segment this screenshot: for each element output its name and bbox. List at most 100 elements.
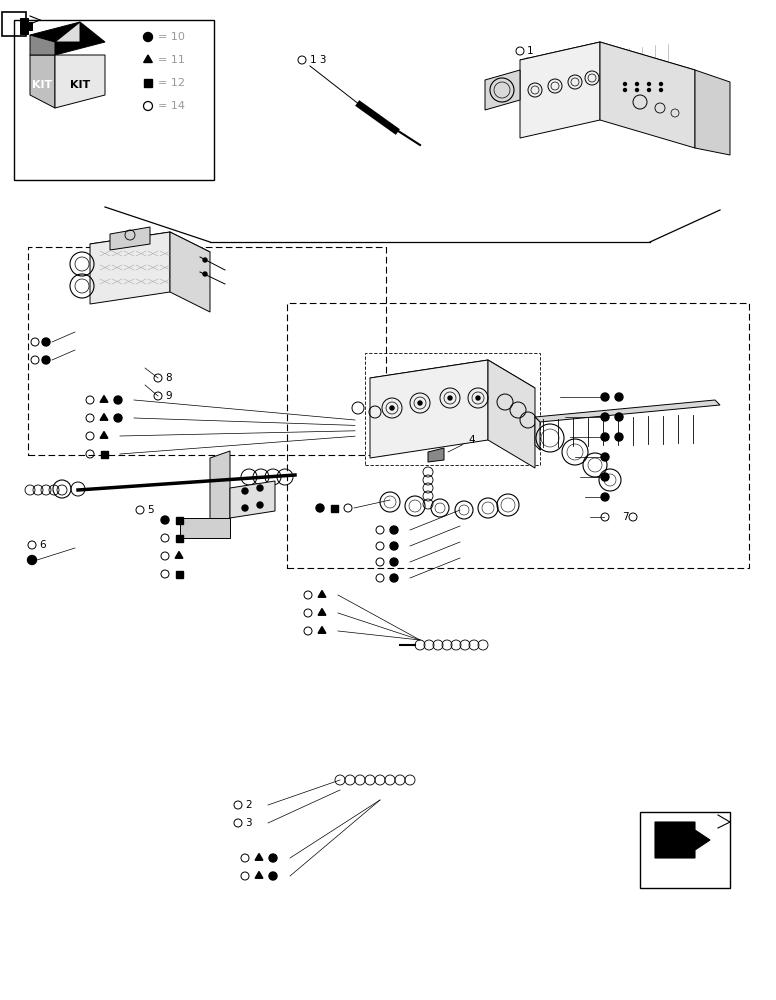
Circle shape xyxy=(448,396,452,400)
Polygon shape xyxy=(90,232,170,304)
Bar xyxy=(2,12,26,36)
Polygon shape xyxy=(370,360,488,458)
Circle shape xyxy=(390,526,398,534)
Polygon shape xyxy=(175,552,183,558)
Polygon shape xyxy=(318,608,326,615)
Text: = 12: = 12 xyxy=(158,78,185,88)
Text: 7: 7 xyxy=(622,512,629,522)
Text: KIT: KIT xyxy=(70,80,90,90)
Bar xyxy=(287,303,749,568)
Circle shape xyxy=(623,83,626,86)
Circle shape xyxy=(636,89,639,92)
Circle shape xyxy=(257,485,263,491)
Polygon shape xyxy=(110,227,150,250)
Circle shape xyxy=(647,83,650,86)
Circle shape xyxy=(203,272,207,276)
Polygon shape xyxy=(488,360,535,468)
Bar xyxy=(14,20,214,180)
Polygon shape xyxy=(30,55,55,108)
Bar xyxy=(365,353,540,465)
Circle shape xyxy=(203,258,207,262)
Polygon shape xyxy=(520,42,695,88)
Bar xyxy=(28,247,386,455)
Polygon shape xyxy=(55,55,105,108)
Circle shape xyxy=(636,83,639,86)
Circle shape xyxy=(390,558,398,566)
Text: 5: 5 xyxy=(147,505,154,515)
Circle shape xyxy=(601,433,609,441)
Circle shape xyxy=(161,516,169,524)
Text: = 14: = 14 xyxy=(158,101,185,111)
Circle shape xyxy=(615,413,623,421)
Circle shape xyxy=(242,505,248,511)
Text: 1: 1 xyxy=(527,46,534,56)
Polygon shape xyxy=(600,42,695,148)
Circle shape xyxy=(257,502,263,508)
Text: 4: 4 xyxy=(468,435,475,445)
Polygon shape xyxy=(520,42,600,138)
Circle shape xyxy=(269,854,277,862)
Polygon shape xyxy=(370,360,535,406)
Polygon shape xyxy=(55,22,80,42)
Text: 9: 9 xyxy=(165,391,171,401)
Circle shape xyxy=(269,872,277,880)
Circle shape xyxy=(27,556,36,564)
Bar xyxy=(175,570,182,578)
Circle shape xyxy=(615,433,623,441)
Circle shape xyxy=(601,413,609,421)
Text: = 10: = 10 xyxy=(158,32,185,42)
Circle shape xyxy=(114,396,122,404)
Circle shape xyxy=(647,89,650,92)
Bar xyxy=(175,534,182,542)
Polygon shape xyxy=(210,451,230,525)
Circle shape xyxy=(42,338,50,346)
Polygon shape xyxy=(485,70,520,110)
Polygon shape xyxy=(255,871,263,878)
Bar xyxy=(144,79,152,87)
Circle shape xyxy=(660,83,663,86)
Circle shape xyxy=(601,453,609,461)
Bar xyxy=(640,812,730,888)
Polygon shape xyxy=(535,417,540,450)
Polygon shape xyxy=(30,22,105,55)
Text: 1 3: 1 3 xyxy=(310,55,327,65)
Polygon shape xyxy=(170,232,210,312)
Circle shape xyxy=(316,504,324,512)
Circle shape xyxy=(390,406,394,410)
Polygon shape xyxy=(230,481,275,518)
Circle shape xyxy=(242,488,248,494)
Text: 2: 2 xyxy=(245,800,251,810)
Circle shape xyxy=(615,393,623,401)
Polygon shape xyxy=(695,70,730,155)
Text: 8: 8 xyxy=(165,373,171,383)
Bar xyxy=(101,450,108,458)
Circle shape xyxy=(144,32,153,41)
Polygon shape xyxy=(318,590,326,597)
Text: = 11: = 11 xyxy=(158,55,185,65)
Circle shape xyxy=(390,542,398,550)
Polygon shape xyxy=(100,414,108,420)
Text: KIT: KIT xyxy=(32,80,52,90)
Bar xyxy=(175,516,182,524)
Polygon shape xyxy=(535,400,720,422)
Polygon shape xyxy=(180,518,230,538)
Polygon shape xyxy=(318,626,326,633)
Circle shape xyxy=(390,574,398,582)
Circle shape xyxy=(623,89,626,92)
Circle shape xyxy=(476,396,480,400)
Polygon shape xyxy=(100,395,108,402)
Polygon shape xyxy=(255,854,263,860)
Circle shape xyxy=(114,414,122,422)
Polygon shape xyxy=(100,432,108,438)
Text: 6: 6 xyxy=(39,540,46,550)
Circle shape xyxy=(660,89,663,92)
Polygon shape xyxy=(20,18,32,34)
Polygon shape xyxy=(90,232,210,264)
Circle shape xyxy=(418,401,422,405)
Circle shape xyxy=(42,356,50,364)
Bar xyxy=(331,504,338,512)
Polygon shape xyxy=(428,448,444,462)
Text: 3: 3 xyxy=(245,818,251,828)
Polygon shape xyxy=(144,55,152,62)
Circle shape xyxy=(601,473,609,481)
